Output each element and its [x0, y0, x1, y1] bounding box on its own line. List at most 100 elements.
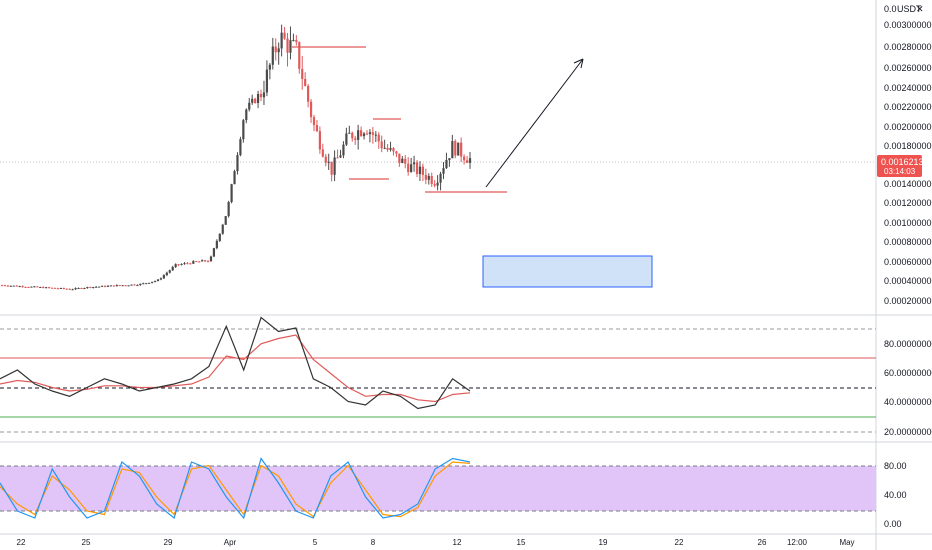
price-tick-label: 0.00020000 [884, 296, 932, 306]
stoch-tick-label: 0.00 [884, 519, 902, 529]
candle-body [439, 173, 442, 183]
candle-body [201, 260, 204, 262]
candle-body [230, 184, 233, 203]
candle-body [292, 40, 295, 42]
candle-body [236, 155, 239, 172]
candle-body [65, 288, 68, 290]
candle-body [271, 46, 274, 65]
candle-body [59, 287, 62, 289]
time-tick-label: 12:00 [787, 538, 808, 547]
buy-zone-box[interactable] [482, 255, 653, 288]
candle-body [171, 266, 174, 271]
candle-body [248, 102, 251, 110]
time-axis[interactable]: 22 25 29 Apr 5 8 12 15 19 22 26 12:00 May [17, 538, 855, 547]
candle-body [389, 148, 392, 150]
time-tick-label: 22 [675, 538, 684, 547]
rsi-tick-label: 80.00000000 [884, 339, 932, 349]
candle-body [415, 162, 419, 175]
candle-body [127, 285, 130, 287]
candle-body [180, 264, 183, 266]
rsi-axis[interactable]: 80.00000000 60.00000000 40.00000000 20.0000… [884, 339, 932, 437]
candle-body [254, 98, 257, 103]
time-tick-label: 26 [758, 538, 767, 547]
target-arrow[interactable] [485, 58, 584, 188]
price-tick-label: 0.00080000 [884, 237, 932, 247]
candle-body [233, 171, 236, 185]
candle-body [398, 153, 401, 163]
price-tick-label: 0.00140000 [884, 179, 932, 189]
candle-body [404, 158, 407, 164]
candle-body [206, 261, 210, 263]
candle-body [421, 166, 425, 175]
candle-body [92, 286, 95, 288]
candle-body [395, 151, 398, 154]
candle-body [451, 141, 454, 159]
close-icon[interactable]: ✕ [916, 4, 924, 14]
candle-body [321, 149, 324, 157]
price-tick-label: 0.00100000 [884, 218, 932, 228]
candle-body [351, 132, 354, 139]
candle-body [359, 130, 363, 137]
countdown-timer: 03:14:03 [884, 167, 916, 176]
candle-body [118, 285, 121, 287]
candle-body [224, 216, 227, 225]
candle-body [6, 285, 9, 287]
time-tick-label: 8 [371, 538, 376, 547]
rsi-line [0, 316, 471, 410]
candle-body [86, 286, 89, 289]
rsi-tick-label: 40.00000000 [884, 397, 932, 407]
candle-body [301, 68, 304, 79]
candle-body [153, 280, 157, 282]
candle-body [448, 158, 451, 161]
candle-body [445, 160, 448, 169]
candle-body [245, 109, 248, 121]
candle-body [242, 120, 245, 140]
current-price-badge [877, 155, 922, 177]
candle-body [21, 286, 24, 288]
candle-body [298, 42, 301, 69]
candle-body [62, 287, 65, 289]
candle-body [106, 285, 110, 287]
candle-body [189, 263, 192, 265]
arrow-head-icon [573, 58, 584, 69]
candle-body [186, 263, 189, 265]
candle-body [454, 141, 457, 156]
candle-body [410, 164, 413, 173]
time-tick-label: Apr [224, 538, 237, 547]
candle-body [215, 240, 218, 249]
candle-body [121, 285, 124, 287]
price-tick-label: 0.00240000 [884, 83, 932, 93]
candle-body [209, 256, 213, 262]
stoch-axis[interactable]: 80.00 40.00 0.00 [884, 461, 907, 529]
price-pane[interactable] [0, 0, 876, 315]
price-tick-label: 0.00220000 [884, 102, 932, 112]
candle-body [162, 275, 165, 279]
candle-body [312, 117, 316, 126]
candle-body [442, 168, 445, 174]
candle-body [339, 155, 342, 158]
rsi-tick-label: 20.00000000 [884, 427, 932, 437]
candle-body [177, 264, 180, 266]
candle-body [50, 287, 54, 289]
candle-body [109, 285, 113, 287]
candle-body [418, 166, 422, 175]
candles-group [0, 24, 472, 291]
stoch-band [0, 466, 876, 511]
candle-body [392, 148, 395, 152]
candle-body [145, 283, 148, 285]
candle-body [463, 156, 466, 161]
candle-body [436, 182, 439, 186]
time-tick-label: 15 [517, 538, 526, 547]
candle-body [83, 288, 86, 290]
candle-body [368, 132, 372, 135]
candle-body [221, 224, 224, 234]
candle-body [342, 144, 345, 156]
candle-body [357, 130, 360, 140]
time-tick-label: 29 [164, 538, 173, 547]
candle-body [36, 286, 39, 288]
price-tick-label: 0.00180000 [884, 141, 932, 151]
candle-body [124, 285, 127, 287]
candle-body [330, 161, 333, 175]
price-axis[interactable]: 0.00300000 0.00280000 0.00260000 0.00240000… [884, 20, 932, 306]
